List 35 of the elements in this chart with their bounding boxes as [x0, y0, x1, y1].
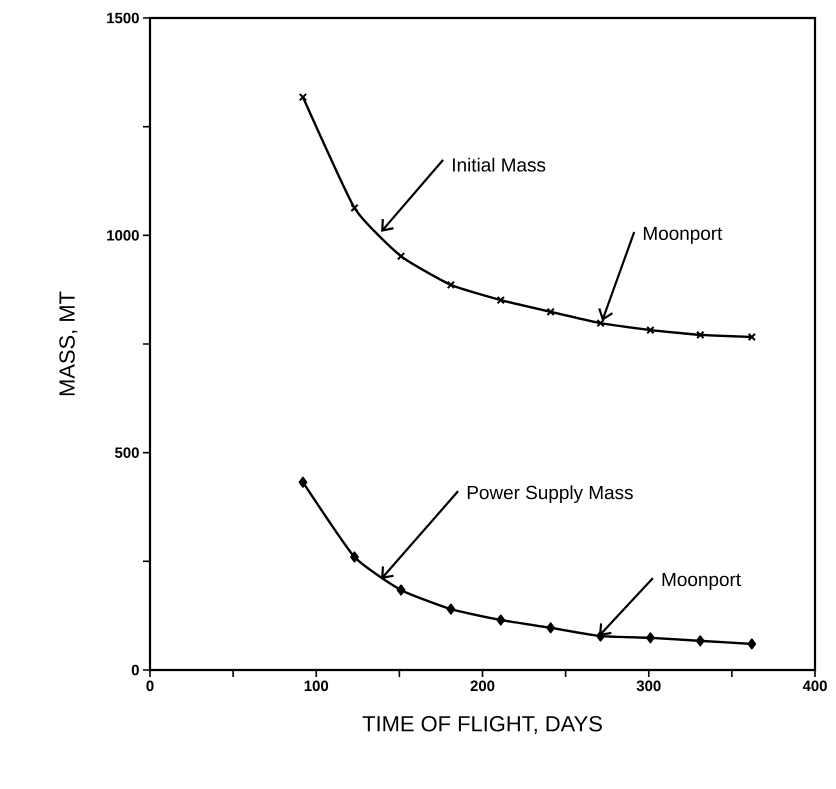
point: [646, 326, 655, 334]
x-axis-title: TIME OF FLIGHT, DAYS: [362, 716, 602, 734]
point: [748, 332, 756, 342]
annotation: Moonport: [662, 572, 741, 590]
y-tick-label: 1500: [107, 12, 139, 24]
point: [350, 551, 359, 562]
point: [496, 614, 506, 626]
point: [696, 330, 704, 340]
y-tick-label: 0: [132, 664, 139, 676]
point: [646, 632, 655, 644]
y-tick-label: 500: [115, 447, 139, 458]
point: [396, 252, 406, 260]
x-tick-label: 400: [802, 680, 827, 692]
point: [596, 630, 605, 642]
point: [446, 280, 456, 290]
x-tick-label: 100: [304, 680, 328, 692]
y-tick-label: 1000: [107, 230, 139, 241]
x-tick-label: 200: [470, 680, 494, 692]
point: [546, 308, 555, 316]
x-tick-label: 300: [636, 680, 661, 692]
point: [446, 604, 456, 615]
point: [396, 584, 406, 596]
annotation: Moonport: [644, 226, 722, 244]
point: [696, 635, 705, 646]
point: [747, 638, 756, 650]
annotation: Initial Mass: [453, 158, 546, 172]
point: [298, 476, 308, 488]
annotation: Power Supply Mass: [468, 485, 633, 503]
point: [298, 92, 308, 102]
point: [350, 204, 359, 212]
y-axis-title: MASS, MT: [59, 292, 78, 396]
point: [496, 296, 505, 304]
point: [596, 318, 605, 328]
x-tick-label: 0: [146, 680, 154, 692]
point: [546, 622, 556, 634]
